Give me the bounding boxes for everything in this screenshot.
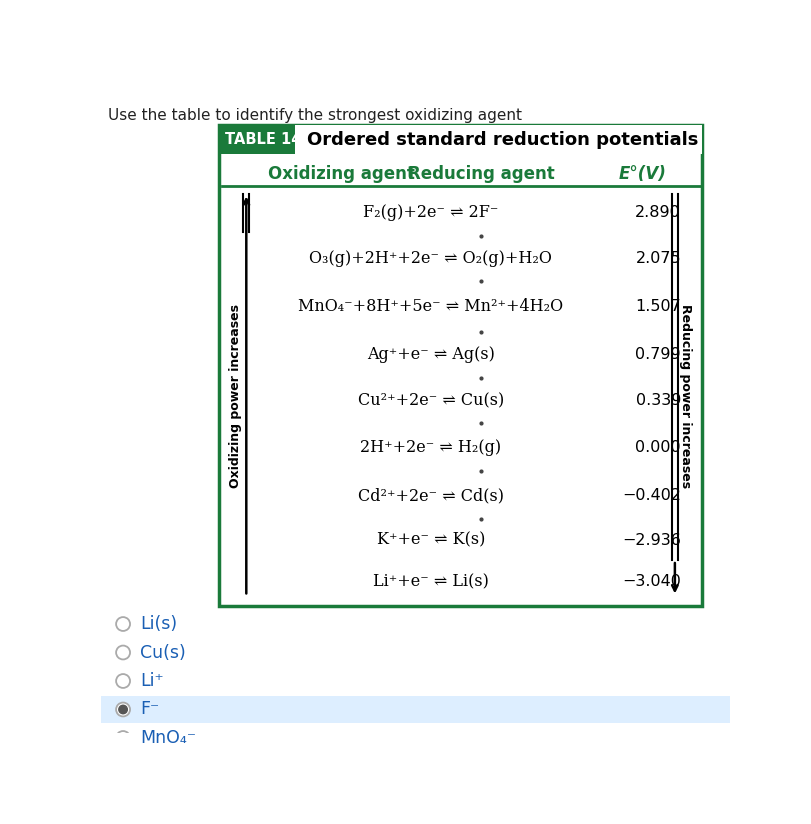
Text: 0.339: 0.339	[636, 393, 681, 408]
Text: MnO₄⁻: MnO₄⁻	[140, 729, 196, 747]
Text: Li⁺+e⁻ ⇌ Li(s): Li⁺+e⁻ ⇌ Li(s)	[373, 574, 489, 590]
Circle shape	[116, 731, 130, 745]
Text: MnO₄⁻+8H⁺+5e⁻ ⇌ Mn²⁺+4H₂O: MnO₄⁻+8H⁺+5e⁻ ⇌ Mn²⁺+4H₂O	[298, 298, 564, 315]
Text: E°(V): E°(V)	[619, 166, 667, 184]
Text: −3.040: −3.040	[622, 574, 681, 589]
Text: Reducing agent: Reducing agent	[408, 166, 555, 184]
Circle shape	[116, 645, 130, 659]
Bar	[101, 695, 730, 723]
Text: 1.507: 1.507	[635, 299, 681, 314]
Text: Li⁺: Li⁺	[140, 672, 164, 690]
Text: Cd²⁺+2e⁻ ⇌ Cd(s): Cd²⁺+2e⁻ ⇌ Cd(s)	[358, 487, 504, 504]
Text: F₂(g)+2e⁻ ⇌ 2F⁻: F₂(g)+2e⁻ ⇌ 2F⁻	[363, 204, 499, 221]
Text: O₃(g)+2H⁺+2e⁻ ⇌ O₂(g)+H₂O: O₃(g)+2H⁺+2e⁻ ⇌ O₂(g)+H₂O	[309, 250, 552, 267]
Bar	[219, 125, 702, 154]
Text: Oxidizing power increases: Oxidizing power increases	[229, 304, 242, 488]
Text: −2.936: −2.936	[622, 533, 681, 548]
Text: Use the table to identify the strongest oxidizing agent: Use the table to identify the strongest …	[108, 108, 521, 123]
Text: −0.402: −0.402	[622, 488, 681, 503]
Text: 0.799: 0.799	[636, 347, 681, 362]
Text: Oxidizing agent: Oxidizing agent	[268, 166, 415, 184]
Text: 2.890: 2.890	[635, 205, 681, 220]
Circle shape	[116, 617, 130, 631]
Text: F⁻: F⁻	[140, 700, 159, 719]
Text: 0.000: 0.000	[636, 440, 681, 455]
Text: Ag⁺+e⁻ ⇌ Ag(s): Ag⁺+e⁻ ⇌ Ag(s)	[367, 346, 495, 363]
Circle shape	[116, 703, 130, 716]
Text: Cu(s): Cu(s)	[140, 644, 186, 662]
Bar	[295, 125, 702, 154]
Text: Reducing power increases: Reducing power increases	[680, 304, 693, 488]
Text: 2H⁺+2e⁻ ⇌ H₂(g): 2H⁺+2e⁻ ⇌ H₂(g)	[360, 439, 501, 456]
Text: TABLE 14-1: TABLE 14-1	[225, 132, 318, 147]
Text: Ordered standard reduction potentials: Ordered standard reduction potentials	[307, 131, 698, 148]
Text: 2.075: 2.075	[636, 251, 681, 266]
Text: K⁺+e⁻ ⇌ K(s): K⁺+e⁻ ⇌ K(s)	[376, 531, 485, 549]
Text: Li(s): Li(s)	[140, 615, 178, 633]
Circle shape	[119, 705, 127, 714]
Circle shape	[116, 674, 130, 688]
Text: Cu²⁺+2e⁻ ⇌ Cu(s): Cu²⁺+2e⁻ ⇌ Cu(s)	[358, 392, 504, 409]
Bar	[219, 125, 702, 606]
